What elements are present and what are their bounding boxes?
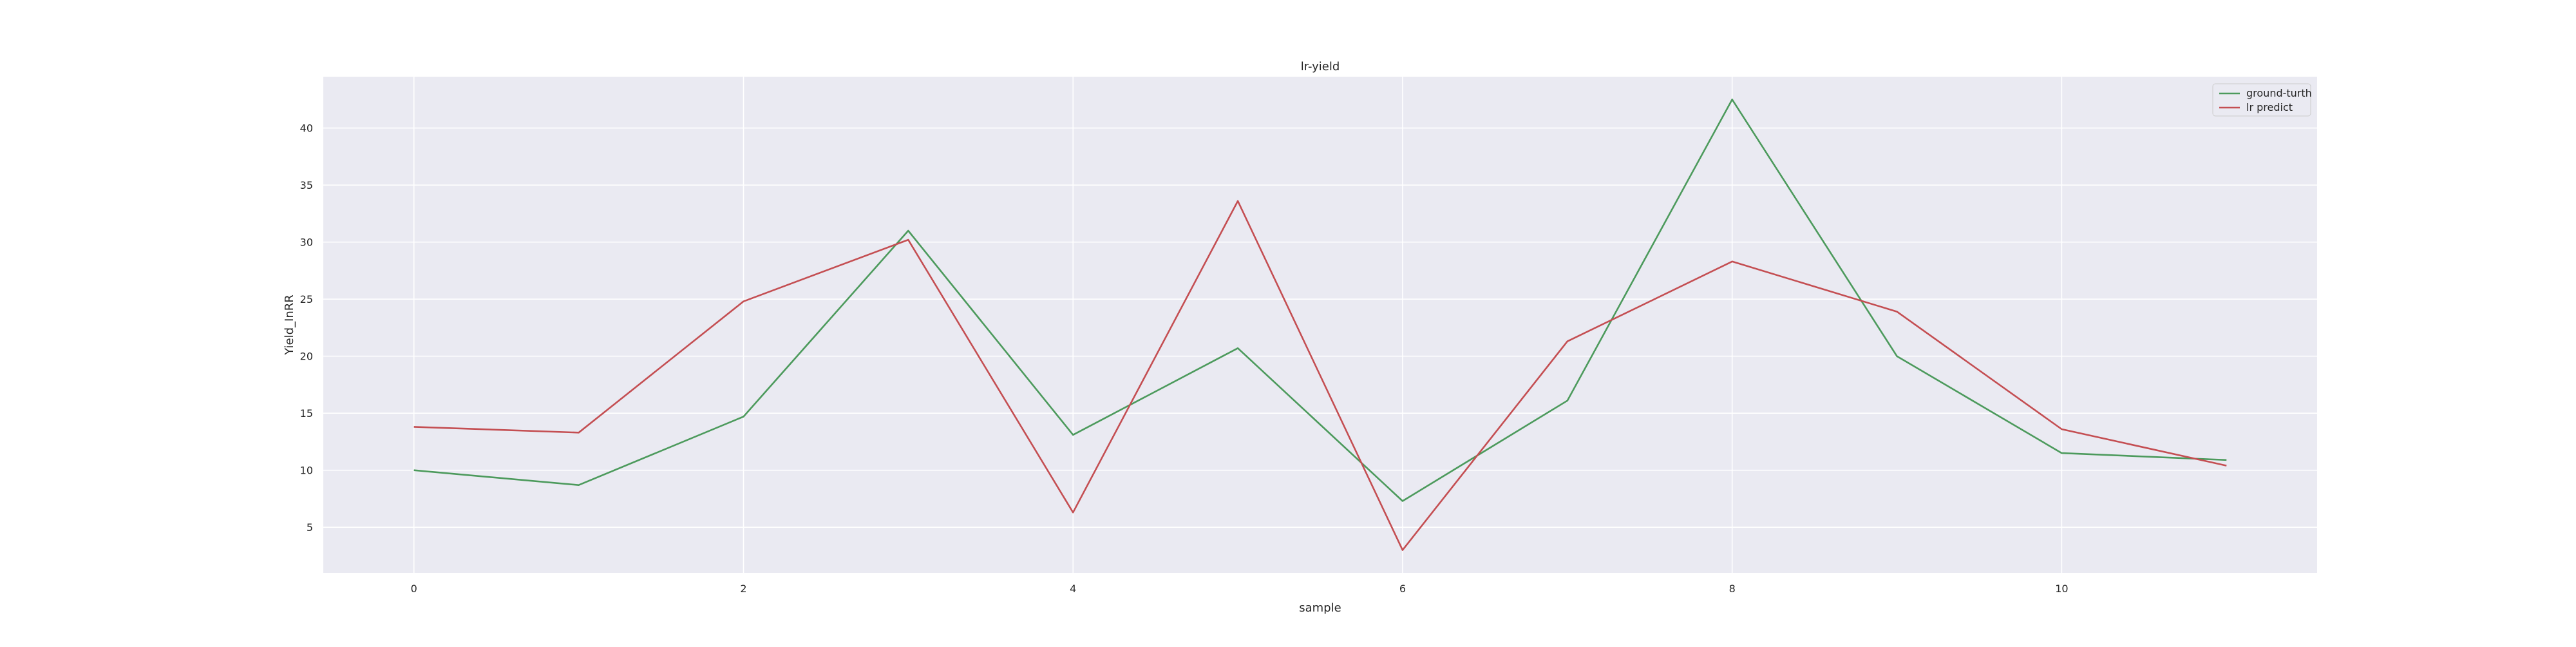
- x-tick-label: 10: [2055, 583, 2068, 595]
- tick-labels: 0 2 4 6 8 10 5 10 15 20 25 30 35 40: [300, 122, 2069, 595]
- grid: [323, 77, 2317, 573]
- y-tick-label: 10: [300, 465, 313, 477]
- y-axis-label: Yield_InRR: [283, 295, 296, 356]
- y-tick-label: 5: [307, 521, 313, 534]
- y-tick-label: 25: [300, 293, 313, 305]
- series-lines: [413, 99, 2227, 551]
- chart-title: lr-yield: [1301, 60, 1340, 73]
- legend-label-ground-truth: ground-turth: [2246, 87, 2312, 99]
- series-line-1: [413, 200, 2227, 551]
- plot-area: [323, 77, 2317, 573]
- x-tick-label: 8: [1729, 583, 1736, 595]
- x-axis-label: sample: [1299, 601, 1341, 615]
- x-tick-label: 6: [1399, 583, 1406, 595]
- x-tick-label: 4: [1070, 583, 1076, 595]
- x-tick-label: 2: [740, 583, 746, 595]
- y-tick-label: 20: [300, 351, 313, 363]
- legend-label-lr-predict: lr predict: [2246, 101, 2293, 113]
- series-line-0: [413, 99, 2227, 502]
- y-tick-label: 35: [300, 179, 313, 191]
- y-tick-label: 15: [300, 407, 313, 420]
- x-tick-label: 0: [411, 583, 417, 595]
- legend: ground-turth lr predict: [2212, 83, 2312, 117]
- y-tick-label: 30: [300, 237, 313, 249]
- y-tick-label: 40: [300, 122, 313, 135]
